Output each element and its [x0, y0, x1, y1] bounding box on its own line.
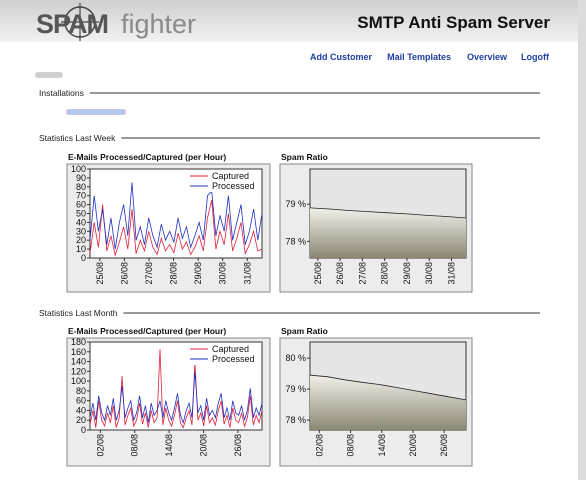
ratio-area: [310, 375, 466, 430]
y-tick-label: 120: [71, 366, 86, 376]
section-title: Statistics Last Week: [39, 133, 116, 143]
x-tick-label: 28/08: [380, 262, 390, 285]
header-bar: [0, 0, 586, 42]
x-tick-label: 29/08: [193, 262, 203, 285]
y-tick-label: 140: [71, 357, 86, 367]
x-tick-label: 28/08: [169, 262, 179, 285]
y-tick-label: 60: [76, 200, 86, 210]
y-tick-label: 50: [76, 209, 86, 219]
x-tick-label: 30/08: [424, 262, 434, 285]
chart-title: Spam Ratio: [281, 326, 328, 336]
y-tick-label: 10: [76, 244, 86, 254]
y-tick-label: 79 %: [285, 384, 306, 394]
y-tick-label: 40: [76, 217, 86, 227]
x-tick-label: 25/08: [313, 262, 323, 285]
nav-link[interactable]: Mail Templates: [387, 52, 451, 62]
x-tick-label: 20/08: [408, 434, 418, 457]
section-title: Statistics Last Month: [39, 308, 118, 318]
y-tick-label: 40: [76, 405, 86, 415]
app-title: SMTP Anti Spam Server: [357, 13, 550, 32]
y-tick-label: 78 %: [285, 236, 306, 246]
x-tick-label: 14/08: [164, 434, 174, 457]
x-tick-label: 26/08: [233, 434, 243, 457]
x-tick-label: 30/08: [218, 262, 228, 285]
series-line: [89, 200, 263, 257]
y-tick-label: 80: [76, 182, 86, 192]
right-edge: [578, 0, 586, 480]
series-line: [89, 371, 263, 425]
y-tick-label: 30: [76, 226, 86, 236]
logo-spam: SPAM: [36, 9, 108, 39]
y-tick-label: 20: [76, 235, 86, 245]
y-tick-label: 70: [76, 191, 86, 201]
x-tick-label: 20/08: [199, 434, 209, 457]
series-line: [89, 182, 263, 250]
ratio-area: [310, 207, 466, 258]
blurred-installation[interactable]: [66, 109, 126, 115]
y-tick-label: 78 %: [285, 415, 306, 425]
nav-link[interactable]: Overview: [467, 52, 508, 62]
x-tick-label: 14/08: [377, 434, 387, 457]
nav-link[interactable]: Add Customer: [310, 52, 373, 62]
y-tick-label: 80 %: [285, 353, 306, 363]
logo-fighter: fighter: [121, 9, 196, 39]
x-tick-label: 02/08: [314, 434, 324, 457]
ratio-line: [309, 374, 467, 401]
y-tick-label: 0: [81, 253, 86, 263]
y-tick-label: 100: [71, 376, 86, 386]
legend-label: Processed: [212, 181, 255, 191]
y-tick-label: 80: [76, 386, 86, 396]
section-title: Installations: [39, 88, 84, 98]
y-tick-label: 180: [71, 337, 86, 347]
x-tick-label: 27/08: [144, 262, 154, 285]
x-tick-label: 26/08: [119, 262, 129, 285]
chart-title: E-Mails Processed/Captured (per Hour): [68, 326, 226, 336]
x-tick-label: 29/08: [402, 262, 412, 285]
y-tick-label: 79 %: [285, 199, 306, 209]
x-tick-label: 25/08: [95, 262, 105, 285]
y-tick-label: 0: [81, 425, 86, 435]
y-tick-label: 90: [76, 173, 86, 183]
ratio-line: [309, 207, 467, 219]
y-tick-label: 20: [76, 415, 86, 425]
x-tick-label: 27/08: [357, 262, 367, 285]
legend-label: Captured: [212, 171, 249, 181]
x-tick-label: 08/08: [346, 434, 356, 457]
legend-label: Captured: [212, 344, 249, 354]
chart-title: Spam Ratio: [281, 152, 328, 162]
y-tick-label: 60: [76, 396, 86, 406]
x-tick-label: 26/08: [439, 434, 449, 457]
x-tick-label: 31/08: [242, 262, 252, 285]
x-tick-label: 31/08: [447, 262, 457, 285]
chart-title: E-Mails Processed/Captured (per Hour): [68, 152, 226, 162]
legend-label: Processed: [212, 354, 255, 364]
x-tick-label: 26/08: [335, 262, 345, 285]
y-tick-label: 100: [71, 164, 86, 174]
y-tick-label: 160: [71, 347, 86, 357]
blurred-user: [35, 72, 63, 78]
nav-link[interactable]: Logoff: [521, 52, 550, 62]
x-tick-label: 02/08: [95, 434, 105, 457]
x-tick-label: 08/08: [130, 434, 140, 457]
series-line: [89, 349, 263, 429]
